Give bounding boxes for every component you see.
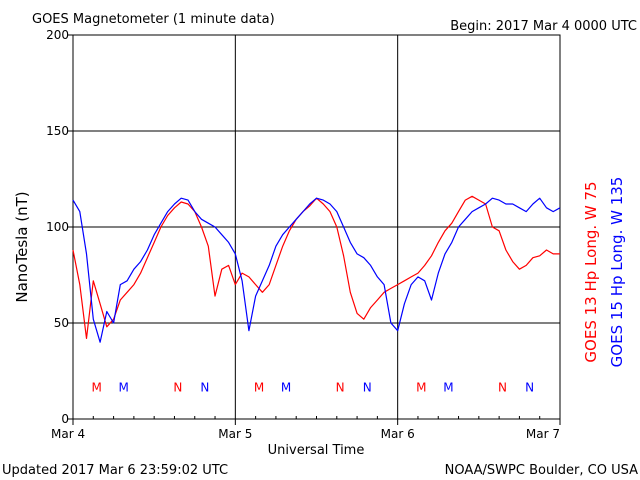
- midnight-marker: M: [416, 380, 426, 394]
- y-tick-label: 150: [46, 124, 69, 138]
- x-axis-label: Universal Time: [268, 443, 365, 458]
- midnight-marker: M: [443, 380, 453, 394]
- noon-marker: N: [525, 380, 534, 394]
- noon-marker: N: [336, 380, 345, 394]
- credit-label: NOAA/SWPC Boulder, CO USA: [445, 463, 638, 478]
- x-tick-label: Mar 4: [51, 427, 85, 441]
- x-tick-label: Mar 5: [218, 427, 252, 441]
- x-axis-ticks: Mar 4 Mar 5 Mar 6 Mar 7: [51, 416, 561, 441]
- noon-marker: N: [173, 380, 182, 394]
- noon-marker: N: [363, 380, 372, 394]
- midnight-marker: M: [91, 380, 101, 394]
- midnight-marker: M: [281, 380, 291, 394]
- midnight-marker: M: [254, 380, 264, 394]
- begin-label: Begin: 2017 Mar 4 0000 UTC: [450, 19, 637, 34]
- y-axis-ticks: 0 50 100 150 200: [46, 28, 73, 426]
- series-goes15-line: [72, 197, 561, 343]
- y-axis-label: NanoTesla (nT): [13, 191, 31, 302]
- midnight-marker: M: [119, 380, 129, 394]
- x-tick-label: Mar 6: [381, 427, 415, 441]
- series-lines: [72, 195, 561, 343]
- y-tick-label: 100: [46, 220, 69, 234]
- y-tick-label: 0: [61, 412, 69, 426]
- legend-goes15: GOES 15 Hp Long. W 135: [608, 177, 626, 368]
- updated-timestamp: Updated 2017 Mar 6 23:59:02 UTC: [2, 463, 228, 478]
- x-tick-label: Mar 7: [526, 427, 560, 441]
- noon-marker: N: [200, 380, 209, 394]
- legend-goes13: GOES 13 Hp Long. W 75: [582, 181, 600, 362]
- chart-title: GOES Magnetometer (1 minute data): [32, 12, 275, 27]
- noon-marker: N: [498, 380, 507, 394]
- y-tick-label: 50: [54, 316, 69, 330]
- grid-lines: [73, 35, 560, 419]
- y-tick-label: 200: [46, 28, 69, 42]
